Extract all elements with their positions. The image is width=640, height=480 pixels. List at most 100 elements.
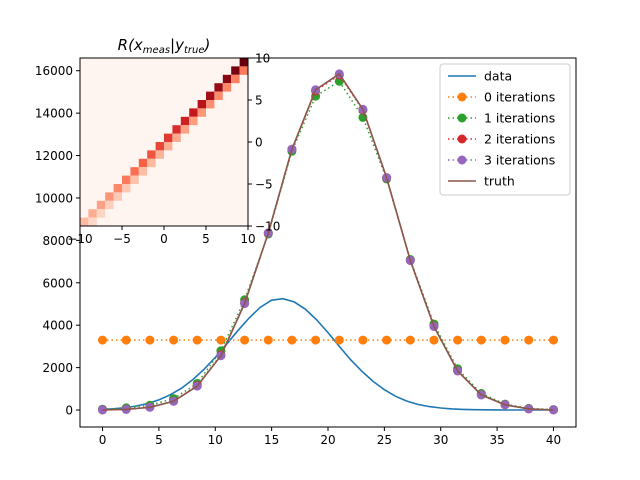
inset-x-tick-label: −5 (113, 232, 131, 246)
legend-marker (457, 113, 467, 123)
heatmap-cell (155, 150, 164, 159)
series-1-point (549, 335, 558, 345)
x-tick-label: 5 (155, 433, 163, 447)
heatmap-cell (113, 192, 122, 201)
y-tick-label: 14000 (35, 107, 73, 121)
inset-x-ticks: −10 −5 0 5 10 (67, 226, 256, 246)
inset-y-tick-label: 10 (255, 52, 270, 66)
y-tick-label: 16000 (35, 64, 73, 78)
heatmap-cell (147, 150, 156, 159)
x-tick-label: 15 (264, 433, 279, 447)
heatmap-cell (96, 200, 106, 210)
series-line-0 (102, 297, 554, 411)
x-tick-label: 30 (433, 433, 448, 447)
heatmap-cell (180, 116, 190, 126)
series-1-point (240, 335, 250, 345)
heatmap-cell (130, 175, 139, 184)
legend-label: data (484, 69, 512, 84)
heatmap-cell (96, 209, 106, 218)
heatmap-cell (239, 66, 248, 75)
heatmap-cell (239, 58, 248, 67)
heatmap-cell (122, 184, 131, 193)
heatmap-cells (80, 58, 248, 226)
series-1-point (334, 335, 344, 345)
inset-y-tick-label: 5 (255, 94, 263, 108)
x-tick-label: 20 (320, 433, 335, 447)
main-plot-area (98, 69, 558, 415)
series-1-point (98, 335, 107, 345)
heatmap-cell (122, 175, 131, 184)
legend-marker (457, 134, 467, 144)
y-tick-label: 6000 (42, 276, 73, 290)
x-tick-label: 0 (99, 433, 107, 447)
series-1-point (453, 335, 463, 345)
series-1-point (358, 335, 368, 345)
heatmap-cell (88, 217, 97, 226)
inset-y-tick-label: 0 (255, 136, 263, 150)
legend-label: truth (484, 174, 515, 189)
heatmap-cell (105, 200, 114, 210)
inset-heatmap: −10 −5 0 5 10 −10 −5 0 5 10 R(xmeas|ytrue) (67, 36, 280, 246)
heatmap-cell (222, 83, 232, 92)
y-tick-label: 12000 (35, 149, 73, 163)
heatmap-cell (197, 100, 206, 109)
legend-label: 0 iterations (484, 90, 555, 105)
x-tick-label: 25 (377, 433, 392, 447)
inset-x-tick-label: 5 (202, 232, 210, 246)
heatmap-cell (172, 125, 181, 134)
legend-marker (457, 92, 467, 102)
series-1-point (311, 335, 321, 345)
y-tick-label: 2000 (42, 361, 73, 375)
heatmap-cell (189, 108, 198, 117)
legend-label: 1 iterations (484, 111, 555, 126)
heatmap-cell (206, 91, 215, 100)
x-tick-label: 40 (546, 433, 561, 447)
legend-marker (457, 155, 467, 165)
heatmap-cell (105, 192, 114, 201)
legend-label: 3 iterations (484, 153, 555, 168)
inset-y-tick-label: −5 (255, 178, 273, 192)
inset-y-tick-label: −10 (255, 220, 280, 234)
heatmap-cell (214, 83, 223, 92)
series-1-point (405, 335, 415, 345)
y-tick-label: 8000 (42, 234, 73, 248)
series-1-point (216, 335, 226, 345)
heatmap-cell (164, 133, 173, 142)
series-line-2 (102, 80, 554, 411)
x-tick-label: 10 (208, 433, 223, 447)
series-1-point (382, 335, 392, 345)
heatmap-cell (206, 100, 215, 109)
heatmap-cell (155, 142, 164, 151)
series-1-point (429, 335, 439, 345)
legend-label: 2 iterations (484, 132, 555, 147)
inset-x-tick-label: 10 (240, 232, 255, 246)
series-line-5 (102, 72, 554, 411)
series-1-point (287, 335, 297, 345)
series-1-point (500, 335, 510, 345)
series-2-point (334, 76, 344, 86)
heatmap-cell (231, 66, 240, 75)
heatmap-cell (147, 158, 156, 168)
main-x-ticks: 0 5 10 15 20 25 30 35 40 (99, 427, 561, 447)
x-tick-label: 35 (489, 433, 504, 447)
series-1-point (263, 335, 273, 345)
series-1-point (476, 335, 486, 345)
heatmap-cell (231, 74, 240, 84)
inset-y-ticks: −10 −5 0 5 10 (248, 52, 280, 234)
legend-box (439, 63, 571, 196)
series-1-point (192, 335, 202, 345)
y-tick-label: 0 (65, 404, 73, 418)
heatmap-cell (180, 125, 190, 134)
heatmap-cell (130, 167, 139, 176)
series-1-point (145, 335, 155, 345)
heatmap-cell (80, 217, 89, 226)
inset-x-tick-label: −10 (67, 232, 92, 246)
y-tick-label: 4000 (42, 319, 73, 333)
heatmap-cell (222, 74, 232, 84)
main-y-ticks: 0 2000 4000 6000 8000 10000 12000 14000 16000 (35, 64, 80, 418)
heatmap-cell (214, 91, 223, 100)
heatmap-cell (113, 184, 122, 193)
y-tick-label: 10000 (35, 191, 73, 205)
heatmap-cell (138, 158, 148, 168)
